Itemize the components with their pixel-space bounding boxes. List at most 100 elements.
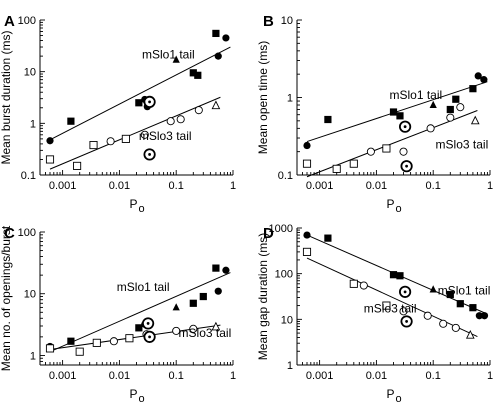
data-point <box>324 234 332 242</box>
x-axis-label: P <box>129 387 137 401</box>
data-point <box>194 71 202 79</box>
y-tick-label: 1 <box>287 360 293 372</box>
data-point <box>199 292 207 301</box>
data-point <box>456 103 465 112</box>
data-point <box>469 85 477 93</box>
data-point <box>446 105 454 114</box>
data-point <box>399 147 408 156</box>
data-point <box>135 99 143 107</box>
y-tick-label: 100 <box>18 15 36 27</box>
data-point <box>89 140 98 150</box>
data-point <box>211 321 221 331</box>
data-point <box>106 137 115 146</box>
panel-letter: A <box>4 13 15 30</box>
panel-a: A 0.1 1 10 100 0.001 0.01 0.1 1 P o Mean burst dura… <box>0 13 236 215</box>
panel-letter: D <box>263 225 274 242</box>
data-point <box>172 303 180 311</box>
data-point <box>470 115 480 125</box>
x-tick-label: 0.1 <box>169 370 184 382</box>
fit-line <box>306 257 478 337</box>
series-mslo1 <box>46 29 231 145</box>
data-point <box>396 112 404 120</box>
series-label: mSlo3 tail <box>179 326 232 340</box>
x-axis-label-subscript: o <box>396 393 402 405</box>
data-point <box>396 272 404 280</box>
panel-d: D 1 10 100 1000 0.001 0.01 0.1 1 P o Mean gap durat… <box>256 223 493 405</box>
x-axis-label-subscript: o <box>139 203 145 215</box>
x-tick-label: 0.001 <box>306 180 334 192</box>
x-tick-label: 0.01 <box>109 370 130 382</box>
data-point <box>474 72 482 80</box>
data-point <box>389 271 398 279</box>
series-mslo1 <box>46 264 231 353</box>
data-point-center <box>148 100 151 104</box>
data-point <box>302 247 312 256</box>
data-point <box>194 106 203 115</box>
data-point <box>439 319 448 328</box>
data-point <box>176 115 185 124</box>
y-tick-label: 1 <box>30 118 36 130</box>
x-tick-label: 0.01 <box>366 180 387 192</box>
y-tick-label: 1 <box>30 350 36 362</box>
data-point <box>172 326 181 335</box>
data-point <box>469 304 477 312</box>
data-point <box>475 312 483 320</box>
y-tick-label: 10 <box>281 15 293 27</box>
series-label: mSlo1 tail <box>438 283 491 297</box>
series-mslo1 <box>303 72 488 150</box>
data-point <box>429 285 437 293</box>
x-tick-label: 0.1 <box>426 370 441 382</box>
panel-b: B 0.1 1 10 0.001 0.01 0.1 1 P o Mean open time (ms… <box>256 13 493 215</box>
data-point <box>189 69 197 77</box>
y-tick-label: 1000 <box>269 223 293 235</box>
x-tick-label: 1 <box>230 370 236 382</box>
y-tick-label: 0.1 <box>278 170 293 182</box>
data-point <box>73 161 82 170</box>
data-point <box>212 29 220 38</box>
panel-letter: C <box>4 225 15 242</box>
x-tick-label: 0.001 <box>306 370 334 382</box>
data-point <box>75 347 84 356</box>
series-mslo1 <box>303 231 489 320</box>
data-point <box>214 287 222 295</box>
x-axis-label: P <box>386 197 394 211</box>
data-point <box>166 117 175 126</box>
data-point <box>67 117 75 125</box>
data-point <box>446 113 455 122</box>
data-point <box>399 307 408 316</box>
x-axis-label-subscript: o <box>396 203 402 215</box>
fit-line <box>49 46 231 141</box>
data-point <box>140 130 149 139</box>
fit-line <box>49 96 221 170</box>
data-point <box>332 164 341 173</box>
data-point <box>465 329 475 339</box>
data-point <box>382 144 391 153</box>
x-tick-label: 0.01 <box>366 370 387 382</box>
y-axis-label: Mean no. of openings/burst <box>0 225 13 371</box>
data-point-center <box>148 335 151 339</box>
data-point <box>214 52 222 60</box>
data-point <box>222 266 230 274</box>
fit-line <box>306 81 488 143</box>
series-mslo3 <box>302 103 480 178</box>
x-tick-label: 0.1 <box>426 180 441 192</box>
data-point <box>189 299 197 307</box>
data-point-center <box>403 290 407 294</box>
data-point <box>189 324 198 333</box>
data-point <box>302 159 312 168</box>
x-axis-label: P <box>386 387 394 401</box>
data-point <box>45 155 55 164</box>
data-point <box>109 337 118 346</box>
y-tick-label: 1 <box>287 93 293 105</box>
y-axis-label: Mean gap duration (ms) <box>256 233 270 360</box>
data-point <box>303 231 311 239</box>
series-label: mSlo3 tail <box>436 137 489 151</box>
data-point <box>212 264 220 272</box>
data-point <box>423 311 432 320</box>
x-tick-label: 0.001 <box>49 180 77 192</box>
y-tick-label: 10 <box>24 289 36 301</box>
data-point <box>324 115 332 124</box>
x-tick-label: 1 <box>487 370 493 382</box>
panel-letter: B <box>263 13 274 30</box>
